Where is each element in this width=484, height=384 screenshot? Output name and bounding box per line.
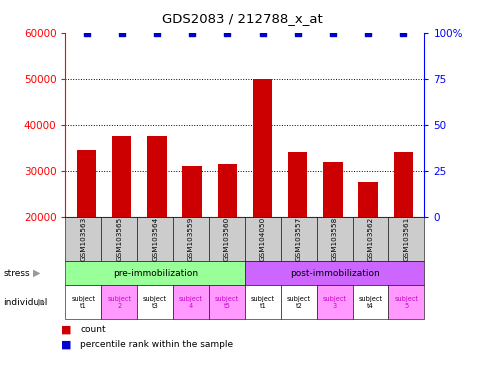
Bar bbox=[77, 150, 96, 309]
Point bbox=[363, 30, 371, 36]
Text: GSM103564: GSM103564 bbox=[152, 217, 158, 261]
Point bbox=[258, 30, 266, 36]
Text: subject
t4: subject t4 bbox=[358, 296, 382, 309]
Text: ▶: ▶ bbox=[38, 297, 45, 307]
Point bbox=[293, 30, 301, 36]
Bar bbox=[393, 152, 412, 309]
Point bbox=[398, 30, 406, 36]
Text: subject
t5: subject t5 bbox=[214, 296, 239, 309]
Text: pre-immobilization: pre-immobilization bbox=[112, 268, 197, 278]
Point bbox=[188, 30, 196, 36]
Text: GDS2083 / 212788_x_at: GDS2083 / 212788_x_at bbox=[162, 12, 322, 25]
Text: subject
5: subject 5 bbox=[393, 296, 418, 309]
Text: GSM103562: GSM103562 bbox=[367, 217, 373, 261]
Bar bbox=[112, 136, 131, 309]
Text: subject
t3: subject t3 bbox=[143, 296, 167, 309]
Text: ■: ■ bbox=[60, 339, 71, 349]
Text: GSM103561: GSM103561 bbox=[403, 217, 408, 261]
Point bbox=[83, 30, 91, 36]
Bar bbox=[217, 164, 237, 309]
Text: stress: stress bbox=[3, 268, 30, 278]
Text: GSM103560: GSM103560 bbox=[224, 217, 229, 261]
Point bbox=[328, 30, 336, 36]
Bar bbox=[182, 166, 201, 309]
Bar bbox=[252, 79, 272, 309]
Text: GSM103559: GSM103559 bbox=[188, 217, 194, 261]
Text: GSM103565: GSM103565 bbox=[116, 217, 122, 261]
Bar bbox=[358, 182, 377, 309]
Text: subject
3: subject 3 bbox=[322, 296, 346, 309]
Text: GSM103557: GSM103557 bbox=[295, 217, 301, 261]
Text: post-immobilization: post-immobilization bbox=[289, 268, 379, 278]
Text: ■: ■ bbox=[60, 325, 71, 335]
Point bbox=[153, 30, 161, 36]
Text: GSM104050: GSM104050 bbox=[259, 217, 265, 261]
Text: subject
t2: subject t2 bbox=[286, 296, 310, 309]
Text: individual: individual bbox=[3, 298, 47, 307]
Text: subject
t1: subject t1 bbox=[71, 296, 95, 309]
Bar bbox=[322, 162, 342, 309]
Text: ▶: ▶ bbox=[33, 268, 40, 278]
Text: GSM103558: GSM103558 bbox=[331, 217, 337, 261]
Text: subject
t1: subject t1 bbox=[250, 296, 274, 309]
Bar bbox=[147, 136, 166, 309]
Point bbox=[118, 30, 125, 36]
Text: percentile rank within the sample: percentile rank within the sample bbox=[80, 340, 233, 349]
Text: count: count bbox=[80, 325, 106, 334]
Text: subject
2: subject 2 bbox=[107, 296, 131, 309]
Point bbox=[223, 30, 231, 36]
Bar bbox=[287, 152, 307, 309]
Text: GSM103563: GSM103563 bbox=[80, 217, 86, 261]
Text: subject
4: subject 4 bbox=[179, 296, 203, 309]
